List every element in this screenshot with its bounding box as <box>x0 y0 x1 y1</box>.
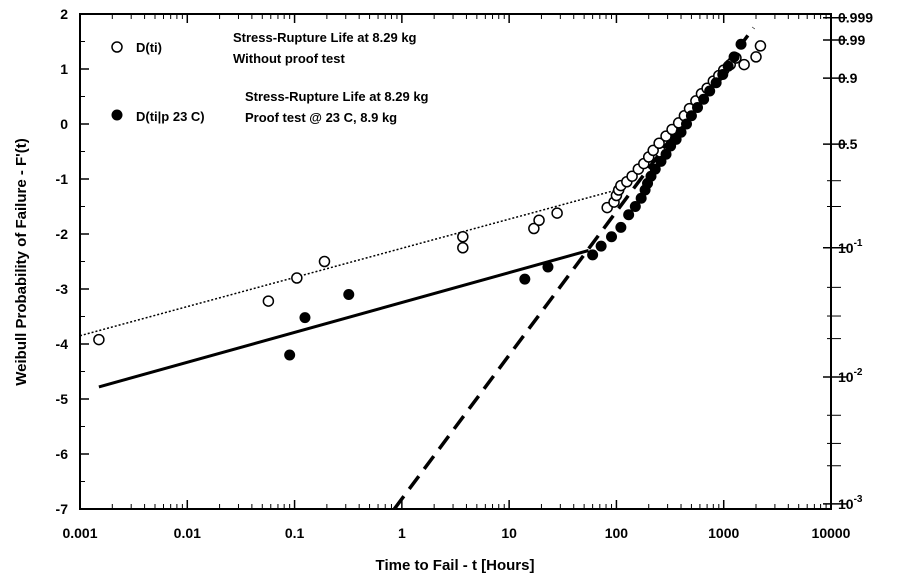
open-circle-point <box>738 58 750 71</box>
open-circle-point <box>457 242 469 254</box>
open-circle-point <box>528 222 540 235</box>
filled-circle-point <box>675 126 687 138</box>
dotted-fit-line <box>79 189 617 337</box>
open-circle-point <box>533 214 545 226</box>
filled-circle-point <box>735 38 747 50</box>
open-circle-point <box>754 40 767 52</box>
y-tick-label: 2 <box>60 6 68 22</box>
filled-circle-point <box>595 240 607 252</box>
y-tick-label: 1 <box>60 61 68 77</box>
y-tick-label: 0 <box>60 116 68 132</box>
open-circle-point <box>262 295 275 307</box>
right-tick-label: 0.9 <box>838 70 858 86</box>
filled-circle-point <box>587 249 599 261</box>
filled-circle-point <box>615 221 627 233</box>
y-axis-title: Weibull Probability of Failure - F'(t) <box>13 138 30 385</box>
y-tick-label: -5 <box>56 391 69 407</box>
right-tick-label: 10-1 <box>838 238 863 256</box>
x-tick-label: 0.001 <box>62 525 97 541</box>
filled-circle-point <box>343 289 355 300</box>
x-axis-ticks: 0.001 0.01 0.1 1 10 100 1000 10000 <box>62 14 851 541</box>
filled-circle-point <box>635 192 647 204</box>
right-tick-label: 0.999 <box>838 10 873 26</box>
legend-filled-circle-marker <box>111 109 123 121</box>
solid-fit-line <box>98 249 589 389</box>
x-axis-title: Time to Fail - t [Hours] <box>376 557 535 574</box>
x-tick-label: 10 <box>501 525 517 541</box>
y-tick-label: -6 <box>56 446 69 462</box>
filled-circle-point <box>692 102 704 113</box>
right-tick-label: 10-3 <box>838 494 863 512</box>
y-tick-label: -1 <box>56 171 69 187</box>
filled-circle-point <box>704 85 716 97</box>
y-tick-label: -3 <box>56 281 69 297</box>
x-tick-label: 0.1 <box>285 525 305 541</box>
legend-entry-2-line1: Stress-Rupture Life at 8.29 kg <box>245 89 429 104</box>
filled-circle-point <box>519 273 531 285</box>
filled-circle-point <box>722 60 734 72</box>
open-circle-point <box>93 333 105 346</box>
x-tick-label: 10000 <box>812 525 851 541</box>
filled-circle-point <box>542 261 554 273</box>
open-circle-point <box>653 137 665 149</box>
y-axis-ticks: -7 -6 -5 -4 -3 -2 -1 0 1 2 <box>56 6 89 517</box>
x-tick-label: 1 <box>398 525 406 541</box>
y-tick-label: -2 <box>56 226 69 242</box>
filled-circle-point <box>299 312 311 324</box>
filled-circle-point <box>698 93 710 105</box>
y-tick-label: -4 <box>56 336 69 352</box>
filled-circle-point <box>606 231 618 243</box>
x-tick-label: 0.01 <box>174 525 201 541</box>
plot-frame <box>79 13 832 510</box>
open-circle-point <box>750 51 762 63</box>
legend-entry-2-name: D(ti|p 23 C) <box>136 109 205 124</box>
filled-circle-point <box>728 51 740 63</box>
open-circle-point <box>647 144 659 157</box>
open-circle-point <box>551 207 563 219</box>
filled-circle-point <box>685 110 697 122</box>
filled-circle-point <box>710 77 722 89</box>
open-circle-point <box>318 255 331 268</box>
legend: D(ti) Stress-Rupture Life at 8.29 kg Wit… <box>111 30 429 125</box>
x-tick-label: 1000 <box>708 525 739 541</box>
legend-entry-1-line2: Without proof test <box>233 51 345 66</box>
right-tick-label: 0.99 <box>838 32 865 48</box>
filled-circle-point <box>717 69 729 80</box>
filled-circle-point <box>681 118 693 130</box>
filled-circle-point <box>623 209 635 221</box>
legend-open-circle-marker <box>111 41 123 53</box>
open-circle-point <box>457 231 469 243</box>
legend-entry-2-line2: Proof test @ 23 C, 8.9 kg <box>245 110 397 125</box>
filled-circle-point <box>284 349 296 361</box>
open-circle-point <box>291 272 303 284</box>
y-tick-label: -7 <box>56 501 69 517</box>
open-circle-point <box>626 170 638 182</box>
filled-circle-point <box>629 201 641 212</box>
data-points <box>93 38 767 361</box>
right-tick-label: 0.5 <box>838 136 858 152</box>
right-tick-label: 10-2 <box>838 367 863 385</box>
filled-circle-point <box>649 163 661 175</box>
legend-entry-1-line1: Stress-Rupture Life at 8.29 kg <box>233 30 417 45</box>
legend-entry-1-name: D(ti) <box>136 40 162 55</box>
x-tick-label: 100 <box>605 525 629 541</box>
filled-circle-point <box>660 148 672 160</box>
